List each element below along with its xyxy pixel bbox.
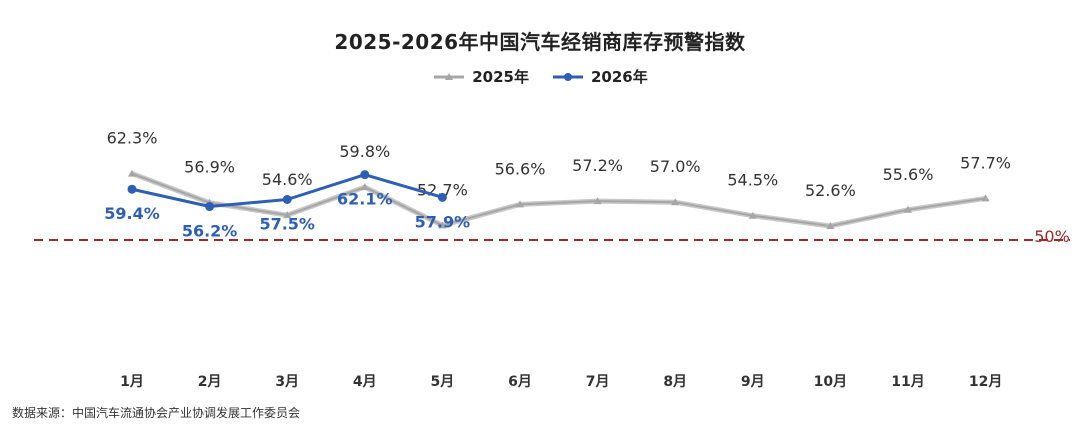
series-2025-point [826,221,835,229]
x-axis-label: 1月 [120,374,144,390]
x-axis-label: 8月 [663,374,687,390]
chart-legend: 2025年 2026年 [0,66,1080,87]
chart-title: 2025-2026年中国汽车经销商库存预警指数 [334,30,746,54]
series-2026-point [127,184,137,194]
x-axis-label: 3月 [275,374,299,390]
x-axis-label: 7月 [586,374,610,390]
series-2026-data-label: 62.1% [337,190,393,209]
x-axis-label: 6月 [508,374,532,390]
series-2026-data-label: 59.4% [104,204,160,223]
legend-line-marker-2026 [553,72,583,81]
x-axis-label: 2月 [198,374,222,390]
series-2025-line [131,172,986,227]
series-2025-data-label: 57.2% [572,156,623,175]
series-2026-data-label: 56.2% [182,222,238,241]
series-2025-data-label: 57.0% [650,157,701,176]
series-2025-point [671,198,680,206]
series-2025-data-label: 54.6% [262,170,313,189]
series-2025-data-label: 52.6% [805,181,856,200]
x-axis-label: 10月 [814,374,847,390]
series-2025-data-label: 54.5% [727,171,778,190]
series-2026-data-label: 57.5% [259,215,315,234]
series-2025-data-label: 55.6% [883,165,934,184]
series-2025-point [438,221,447,229]
x-axis-label: 5月 [431,374,455,390]
series-2025-data-label: 62.3% [107,129,158,148]
legend-label-2026: 2026年 [591,68,648,86]
legend-line-marker-2025 [434,72,465,80]
series-2025-point [593,197,602,205]
series-2025-data-label: 59.8% [339,142,390,161]
series-2025-point [981,194,990,202]
series-2025-point [904,205,912,213]
legend-item-2025: 2025年 [432,66,529,87]
series-2025-point [516,200,524,208]
series-2025-point [128,169,136,177]
series-2025-data-label: 57.7% [960,153,1011,172]
x-axis-label: 11月 [891,374,924,390]
series-2026-point [282,195,292,204]
legend-item-2026: 2026年 [551,66,648,87]
series-2025-point [360,183,369,191]
series-2025-point [748,211,757,219]
series-2026-data-label: 57.9% [415,212,471,231]
series-2025-data-label: 56.9% [184,158,235,177]
x-axis-label: 9月 [741,374,765,390]
legend-label-2025: 2025年 [472,68,529,86]
reference-line-label: 50% [1034,227,1070,246]
series-2026-point [205,202,215,212]
series-2026-point [437,192,447,202]
series-2025-point [283,211,292,219]
series-2026-point [360,170,370,180]
data-source-note: 数据来源：中国汽车流通协会产业协调发展工作委员会 [12,406,301,420]
series-2025-data-label: 56.6% [495,159,546,178]
x-axis-label: 12月 [969,374,1002,390]
x-axis-label: 4月 [353,374,377,390]
